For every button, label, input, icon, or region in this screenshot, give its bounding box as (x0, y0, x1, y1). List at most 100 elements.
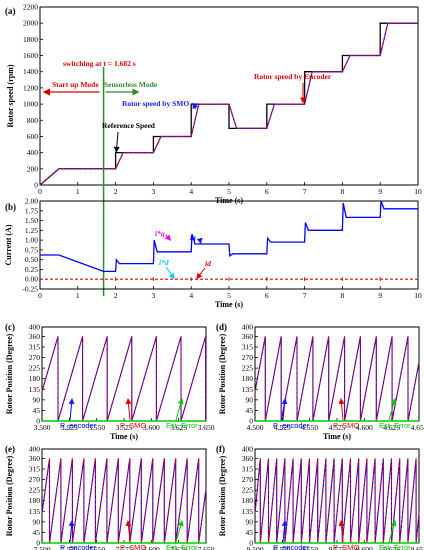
y-tick-label-a: 1400 (23, 67, 38, 76)
legend-arrow-p-smo-f (338, 520, 345, 543)
legend-p-smo-c: P_SMO (120, 421, 146, 430)
x-tick-label-c: 3.550 (88, 423, 105, 432)
y-axis-label-d: Rotor Position (Degree) (218, 333, 227, 414)
y-tick-label-c: 180 (29, 374, 41, 383)
y-tick-label-c: 45 (33, 406, 41, 415)
y-tick-label-f: 400 (242, 445, 254, 454)
x-tick-label-b: 8 (341, 291, 345, 300)
series-p-smo-d (254, 336, 420, 422)
x-tick-label-e: 7.600 (143, 545, 160, 550)
switching-annotation: switching at t = 1.682 s (63, 59, 136, 68)
x-tick-label-e: 7.500 (34, 545, 51, 550)
x-tick-label-f: 9.500 (247, 545, 264, 550)
iq-arrow (196, 237, 203, 245)
x-tick-label-c: 3.500 (34, 423, 51, 432)
panel-label-a: (a) (5, 6, 16, 16)
y-tick-label-c: 400 (29, 323, 41, 332)
y-axis-label-a: Rotor speed (rpm) (6, 64, 15, 127)
x-tick-label-b: 6 (265, 291, 269, 300)
panel-label-b: (b) (5, 202, 16, 212)
legend-arrow-p-encoder-e (68, 520, 75, 543)
x-tick-label-e: 7.625 (170, 545, 187, 550)
legend-est-error-c: Est_Error (166, 421, 198, 430)
panel-label-c: (c) (5, 322, 15, 332)
x-tick-label-d: 4.550 (301, 423, 318, 432)
legend-arrow-est-error-d (388, 398, 397, 421)
y-tick-label-c: 270 (29, 353, 41, 362)
series-p-smo-c (41, 336, 207, 422)
y-tick-label-d: 360 (242, 332, 254, 341)
legend-arrow-p-encoder-d (281, 398, 288, 421)
x-tick-label-f: 9.650 (411, 545, 424, 550)
legend-arrow-est-error-f (388, 520, 397, 543)
x-tick-label-b: 3 (152, 291, 156, 300)
y-tick-label-b: 0.75 (25, 245, 38, 254)
legend-est-error-e: Est_Error (166, 543, 198, 550)
series-iq-current (40, 200, 418, 273)
x-tick-label-d: 4.500 (247, 423, 264, 432)
x-tick-label-c: 3.650 (198, 423, 215, 432)
x-tick-label-f: 9.550 (301, 545, 318, 550)
x-tick-label-f: 9.575 (329, 545, 346, 550)
y-tick-label-b: 1.00 (25, 236, 38, 245)
legend-p-smo-e: P_SMO (120, 543, 146, 550)
y-tick-label-a: 1000 (23, 100, 38, 109)
y-tick-label-a: 2000 (23, 19, 38, 28)
sensorless-mode-label: Sensorless Mode (104, 80, 158, 89)
legend-arrow-p-smo-e (125, 520, 132, 543)
y-tick-label-b: 0.50 (25, 255, 38, 264)
y-tick-label-b: -0.25 (22, 285, 38, 294)
x-tick-label-a: 8 (341, 187, 345, 196)
x-tick-label-d: 4.575 (329, 423, 346, 432)
legend-est-error-d: Est_Error (379, 421, 411, 430)
y-tick-label-f: 0 (249, 539, 253, 548)
x-tick-label-b: 4 (189, 291, 193, 300)
id-arrow (196, 267, 206, 280)
x-axis-label-b: Time (s) (215, 300, 243, 309)
legend-p-encoder-e: P_encoder (60, 543, 97, 550)
x-tick-label-a: 1 (76, 187, 80, 196)
y-tick-label-f: 90 (246, 517, 254, 526)
x-tick-label-a: 6 (265, 187, 269, 196)
panel-label-f: (f) (216, 444, 225, 454)
y-tick-label-b: 1.25 (25, 226, 38, 235)
y-tick-label-d: 0 (249, 417, 253, 426)
y-tick-label-a: 600 (27, 132, 39, 141)
y-tick-label-d: 270 (242, 353, 254, 362)
reference-speed-label: Reference Speed (102, 121, 156, 130)
legend-arrow-p-encoder-c (68, 398, 75, 421)
smo-speed-arrow (192, 102, 199, 110)
y-tick-label-a: 1800 (23, 35, 38, 44)
x-tick-label-a: 9 (378, 187, 382, 196)
x-tick-label-b: 0 (38, 291, 42, 300)
y-tick-label-e: 45 (33, 528, 41, 537)
x-tick-label-b: 1 (76, 291, 80, 300)
legend-p-smo-f: P_SMO (333, 543, 359, 550)
y-tick-label-c: 315 (29, 342, 41, 351)
legend-arrow-est-error-c (175, 398, 184, 421)
encoder-speed-label: Rotor speed by Encoder (254, 72, 332, 81)
y-axis-label-f: Rotor Position (Degree) (218, 455, 227, 536)
x-tick-label-f: 9.625 (383, 545, 400, 550)
legend-arrow-p-encoder-f (281, 520, 288, 543)
series-p-smo-f (254, 458, 420, 544)
y-tick-label-b: 0.25 (25, 265, 38, 274)
y-tick-label-e: 400 (29, 445, 41, 454)
x-tick-label-a: 3 (152, 187, 156, 196)
x-tick-label-f: 9.525 (274, 545, 291, 550)
y-tick-label-f: 135 (242, 507, 254, 516)
panel-label-e: (e) (5, 444, 15, 454)
y-tick-label-e: 270 (29, 475, 41, 484)
legend-est-error-f: Est_Error (379, 543, 411, 550)
y-tick-label-d: 315 (242, 342, 254, 351)
y-tick-label-c: 225 (29, 364, 41, 373)
y-tick-label-e: 90 (33, 517, 41, 526)
x-tick-label-a: 0 (38, 187, 42, 196)
y-tick-label-c: 0 (36, 417, 40, 426)
legend-arrow-est-error-e (175, 520, 184, 543)
y-tick-label-f: 315 (242, 464, 254, 473)
x-tick-label-d: 4.650 (411, 423, 424, 432)
y-tick-label-b: 0.00 (25, 275, 38, 284)
y-axis-label-c: Rotor Position (Degree) (5, 333, 14, 414)
y-tick-label-c: 90 (33, 395, 41, 404)
